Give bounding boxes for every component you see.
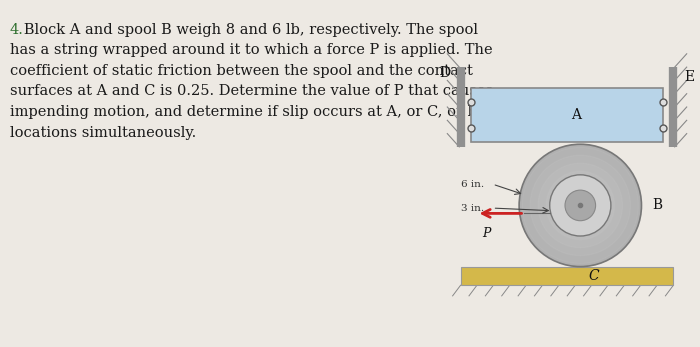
Text: 4.: 4.: [10, 23, 24, 36]
Text: D: D: [439, 66, 450, 81]
Circle shape: [522, 147, 638, 263]
Bar: [471, 88, 663, 142]
Text: P: P: [482, 227, 490, 240]
Text: E: E: [684, 70, 694, 84]
Text: 6 in.: 6 in.: [461, 180, 484, 189]
Text: 3 in.: 3 in.: [461, 204, 484, 213]
Circle shape: [530, 155, 631, 256]
Circle shape: [519, 144, 641, 266]
Bar: [461, 266, 673, 285]
Text: A: A: [572, 108, 582, 122]
Circle shape: [562, 187, 598, 224]
Circle shape: [546, 171, 615, 240]
Circle shape: [554, 179, 607, 232]
Text: B: B: [652, 198, 662, 212]
Text: Block A and spool B weigh 8 and 6 lb, respectively. The spool
has a string wrapp: Block A and spool B weigh 8 and 6 lb, re…: [10, 23, 500, 139]
Circle shape: [550, 175, 611, 236]
Text: C: C: [588, 269, 599, 283]
Circle shape: [565, 190, 596, 221]
Circle shape: [538, 163, 622, 248]
